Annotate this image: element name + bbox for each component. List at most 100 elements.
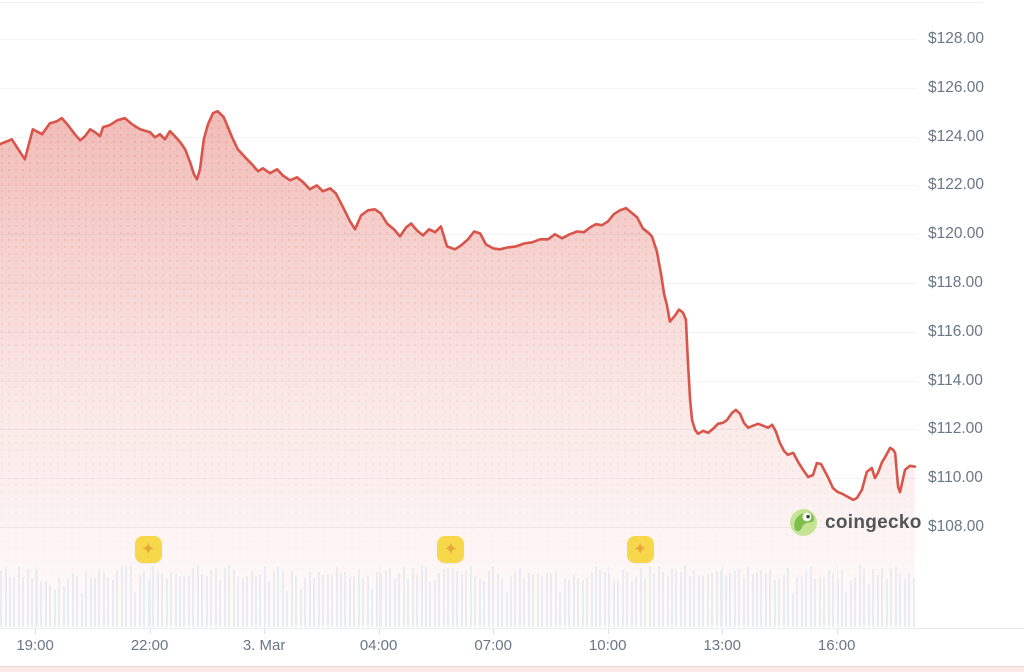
- volume-bar: [416, 574, 418, 627]
- x-axis-label: 10:00: [588, 637, 627, 654]
- y-axis-label: $124.00: [928, 127, 985, 145]
- volume-bar: [384, 569, 387, 627]
- gridline: [0, 87, 917, 89]
- volume-bar: [295, 576, 298, 627]
- volume-bar: [35, 570, 38, 627]
- volume-bar: [80, 593, 83, 627]
- volume-bar: [304, 577, 307, 627]
- volume-bar: [648, 565, 651, 627]
- volume-bar: [299, 588, 302, 627]
- volume-bar: [559, 591, 562, 627]
- volume-bar: [380, 573, 383, 627]
- x-axis-label: 3. Mar: [242, 637, 286, 654]
- volume-bar: [326, 574, 329, 627]
- volume-bar: [487, 570, 490, 627]
- volume-bar: [438, 572, 441, 627]
- volume-bar: [138, 575, 141, 627]
- x-axis-tick: [35, 629, 37, 634]
- volume-bar: [116, 570, 119, 627]
- volume-bar: [756, 573, 758, 627]
- volume-bar: [912, 577, 915, 627]
- volume-bar: [156, 569, 159, 627]
- volume-bar: [697, 574, 700, 627]
- event-marker-badge[interactable]: ✦: [437, 536, 465, 563]
- volume-bar: [639, 567, 642, 627]
- volume-bar: [666, 576, 669, 627]
- volume-bar: [809, 566, 812, 627]
- volume-bar: [617, 580, 620, 627]
- volume-bar: [178, 575, 181, 627]
- coingecko-gecko-icon: [790, 509, 817, 536]
- volume-bar: [232, 569, 235, 627]
- y-axis-label: $116.00: [928, 322, 983, 340]
- volume-bar: [313, 578, 316, 627]
- volume-bar: [532, 573, 535, 627]
- volume-bar: [787, 567, 790, 627]
- volume-bar: [286, 591, 289, 627]
- event-marker-badge[interactable]: ✦: [626, 536, 654, 563]
- volume-bar: [223, 567, 226, 627]
- volume-bar: [89, 577, 92, 627]
- volume-bar: [621, 570, 624, 627]
- volume-bar: [563, 578, 566, 627]
- volume-bar: [107, 576, 110, 627]
- volume-bar: [250, 570, 253, 627]
- volume-bar: [398, 572, 401, 627]
- x-axis-label: 19:00: [16, 637, 54, 654]
- volume-bar: [183, 575, 186, 627]
- volume-bar: [594, 565, 597, 627]
- volume-bar: [433, 579, 436, 627]
- gridline: [0, 234, 917, 236]
- volume-bar: [483, 580, 486, 627]
- x-axis-tick: [836, 629, 838, 634]
- x-axis-label: 07:00: [474, 637, 512, 654]
- volume-bar: [867, 583, 870, 627]
- volume-bar: [827, 569, 830, 627]
- volume-bar: [272, 570, 275, 627]
- volume-bar: [281, 571, 284, 627]
- volume-bar: [26, 569, 29, 627]
- volume-bar: [657, 566, 660, 627]
- volume-bar: [608, 572, 611, 627]
- sparkle-star-icon: ✦: [140, 539, 156, 559]
- volume-bar: [518, 568, 521, 627]
- coingecko-watermark: coingecko: [789, 507, 922, 538]
- event-marker-badge[interactable]: ✦: [134, 536, 162, 563]
- volume-bar: [733, 570, 736, 627]
- bottom-row-highlight: [0, 666, 1024, 672]
- volume-bar: [505, 591, 508, 627]
- volume-bar: [192, 567, 195, 627]
- volume-bar: [568, 579, 571, 627]
- volume-bar: [626, 572, 629, 627]
- volume-bar: [581, 580, 584, 627]
- volume-bar: [693, 570, 696, 627]
- x-axis-tick: [493, 629, 495, 634]
- volume-bar: [899, 573, 902, 627]
- volume-bar: [389, 568, 392, 627]
- volume-bar: [572, 574, 575, 627]
- volume-bar: [371, 589, 374, 627]
- volume-bar: [832, 573, 834, 627]
- volume-bar: [322, 574, 325, 627]
- volume-bar: [53, 589, 56, 627]
- volume-bar: [903, 578, 906, 627]
- volume-bar: [196, 565, 199, 627]
- volume-bar: [344, 572, 347, 627]
- volume-bar: [201, 574, 204, 627]
- x-axis-line: [0, 628, 1024, 629]
- volume-bar: [747, 566, 749, 627]
- volume-bar: [4, 567, 7, 627]
- volume-bar: [545, 572, 548, 627]
- volume-bar: [550, 572, 553, 627]
- volume-bar: [876, 575, 879, 627]
- gridline: [0, 185, 917, 187]
- volume-bar: [402, 566, 405, 627]
- y-axis-label: $108.00: [928, 518, 985, 535]
- volume-bar: [599, 570, 602, 627]
- volume-bar: [769, 569, 772, 627]
- volume-bar: [460, 573, 463, 627]
- volume-bar: [536, 574, 539, 627]
- volume-bar: [778, 579, 781, 627]
- x-axis-tick: [722, 629, 724, 634]
